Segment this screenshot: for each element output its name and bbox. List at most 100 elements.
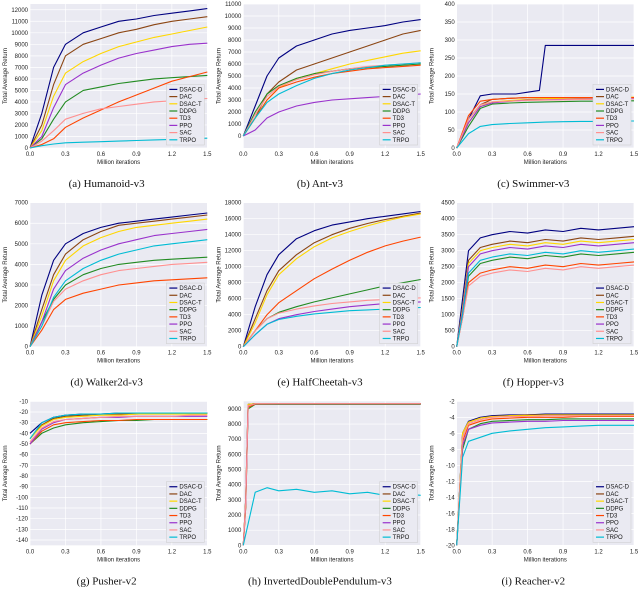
legend-entry: DDPG [606, 109, 624, 115]
x-tick-label: 0.9 [132, 351, 141, 357]
y-tick-label: 4000 [228, 483, 242, 489]
y-tick-label: 8000 [15, 54, 29, 60]
y-tick-label: 9000 [15, 42, 29, 48]
y-tick-label: 200 [445, 74, 456, 80]
legend-entry: TD3 [179, 116, 191, 122]
legend-entry: DAC [606, 492, 619, 498]
x-tick-label: 1.5 [203, 549, 212, 555]
series-line-dsac-d [29, 212, 208, 347]
legend-entry: DDPG [393, 506, 411, 512]
series-line-dsac-t [29, 26, 208, 149]
x-tick-label: 0.0 [239, 152, 248, 158]
subplot-6: 0 500 1000 1500 2000 2500 3000 3500 4000 4500 0.0 0… [430, 201, 639, 389]
series-line-td3 [242, 236, 421, 348]
legend-entry: PPO [393, 123, 406, 129]
x-tick-label: 0.3 [488, 549, 497, 555]
x-axis-label: Million iterations [524, 359, 567, 365]
x-tick-label: 0.0 [239, 549, 248, 555]
subplot-caption: (i) Reacher-v2 [502, 575, 566, 587]
y-tick-label: 16000 [225, 217, 242, 223]
x-tick-label: 0.0 [26, 351, 35, 357]
legend-entry: SAC [179, 329, 192, 335]
y-tick-label: -90 [19, 485, 28, 491]
legend-entry: DAC [393, 492, 406, 498]
y-tick-label: -110 [16, 506, 28, 512]
x-tick-label: 0.6 [523, 351, 532, 357]
legend-entry: DSAC-D [393, 485, 417, 491]
y-tick-label: 0 [25, 146, 29, 152]
legend [166, 84, 205, 146]
legend-entry: PPO [179, 123, 192, 129]
x-tick-label: 0.6 [523, 549, 532, 555]
y-tick-label: 2000 [15, 123, 29, 129]
y-tick-label: 3000 [228, 498, 242, 504]
x-tick-label: 0.3 [488, 152, 497, 158]
legend-entry: DSAC-T [179, 300, 202, 306]
series-line-sac [456, 415, 634, 546]
legend-entry: SAC [393, 131, 406, 137]
x-tick-label: 1.2 [381, 351, 390, 357]
x-tick-label: 1.2 [168, 152, 177, 158]
legend-entry: SAC [606, 528, 619, 534]
legend-entry: DAC [606, 95, 619, 101]
x-tick-label: 0.6 [97, 152, 106, 158]
series-line-dac [29, 16, 208, 149]
series-line-trpo [456, 424, 634, 546]
y-tick-label: 1000 [228, 122, 242, 128]
x-tick-label: 0.6 [310, 549, 319, 555]
y-tick-label: 150 [445, 92, 456, 98]
series-line-td3 [29, 71, 208, 149]
y-tick-label: 7000 [228, 437, 242, 443]
series-line-td3 [456, 261, 635, 347]
legend-entry: DDPG [179, 109, 197, 115]
y-tick-label: 7000 [15, 201, 29, 207]
legend [166, 282, 205, 344]
x-tick-label: 0.0 [239, 351, 248, 357]
y-tick-label: 3000 [15, 283, 29, 289]
legend-entry: DAC [606, 293, 619, 299]
legend-entry: SAC [606, 131, 619, 137]
legend-entry: PPO [393, 322, 406, 328]
y-tick-label: 4000 [228, 86, 242, 92]
y-axis-label: Total Average Return [430, 445, 436, 501]
legend-entry: DAC [393, 95, 406, 101]
y-tick-label: 350 [445, 20, 456, 26]
x-tick-label: 0.9 [132, 549, 141, 555]
x-tick-label: 0.9 [346, 549, 355, 555]
legend-entry: DSAC-D [179, 485, 203, 491]
x-tick-label: 1.2 [168, 351, 177, 357]
legend-entry: DSAC-D [606, 286, 630, 292]
subplot-3: 0 50 100 150 200 250 300 350 400 0.0 0.3 0.6 0.9 1.2 1… [430, 2, 639, 190]
x-tick-label: 0.9 [559, 549, 568, 555]
x-tick-label: 0.6 [310, 152, 319, 158]
y-axis-label: Total Average Return [3, 247, 9, 303]
series-line-dsac-d [29, 8, 208, 149]
legend-entry: DSAC-T [179, 102, 202, 108]
legend [592, 84, 632, 146]
y-tick-label: 6000 [228, 62, 242, 68]
series-line-trpo [29, 239, 208, 347]
y-tick-label: -50 [19, 442, 28, 448]
y-tick-label: 3000 [441, 249, 455, 255]
subplot-5: 0 2000 4000 6000 8000 10000 12000 14000 16000 180… [216, 201, 425, 389]
legend-entry: PPO [606, 521, 619, 527]
y-tick-label: -10 [446, 463, 455, 469]
x-tick-label: 0.6 [310, 351, 319, 357]
legend [166, 481, 205, 543]
legend-entry: TRPO [393, 336, 410, 342]
y-tick-label: 11000 [12, 19, 29, 25]
y-tick-label: 8000 [228, 281, 242, 287]
x-tick-label: 1.2 [168, 549, 177, 555]
series-line-td3 [242, 64, 421, 137]
x-tick-label: 0.3 [61, 549, 70, 555]
legend-entry: PPO [393, 521, 406, 527]
y-tick-label: 5000 [15, 242, 29, 248]
legend-entry: DDPG [179, 308, 197, 314]
y-tick-label: 2000 [228, 110, 242, 116]
y-tick-label: 4000 [15, 100, 29, 106]
y-tick-label: 0 [238, 543, 242, 549]
series-line-trpo [29, 412, 208, 440]
x-axis-label: Million iterations [97, 160, 140, 166]
legend-entry: TD3 [393, 514, 405, 520]
